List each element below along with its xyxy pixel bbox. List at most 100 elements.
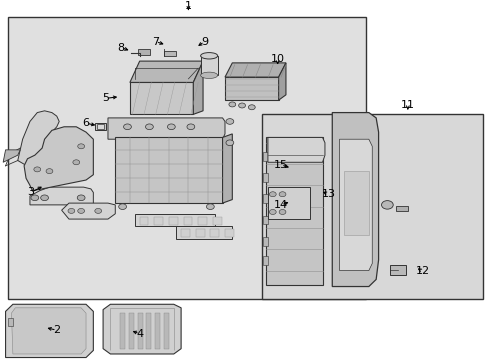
Text: 11: 11: [400, 100, 414, 111]
Polygon shape: [389, 265, 406, 275]
Text: 8: 8: [117, 42, 124, 53]
Polygon shape: [163, 51, 176, 56]
Circle shape: [78, 208, 84, 213]
Circle shape: [279, 210, 285, 215]
Polygon shape: [115, 138, 222, 203]
Bar: [263, 194, 267, 203]
Ellipse shape: [200, 53, 217, 59]
Polygon shape: [5, 304, 93, 357]
Bar: [344, 171, 368, 235]
Bar: [263, 216, 267, 224]
Circle shape: [238, 103, 245, 108]
Text: 12: 12: [415, 266, 428, 276]
Bar: [198, 217, 206, 225]
Text: 15: 15: [273, 160, 287, 170]
Bar: [263, 173, 267, 182]
Text: 7: 7: [152, 37, 159, 46]
Bar: [210, 229, 219, 237]
Polygon shape: [176, 226, 232, 239]
Polygon shape: [61, 203, 115, 219]
Bar: [163, 313, 168, 348]
Circle shape: [186, 124, 194, 130]
Polygon shape: [267, 138, 325, 162]
Bar: [138, 49, 150, 55]
Text: 10: 10: [270, 54, 284, 64]
Text: 5: 5: [102, 93, 109, 103]
Text: 14: 14: [273, 200, 287, 210]
Bar: [261, 114, 483, 299]
Bar: [200, 56, 217, 75]
Bar: [195, 229, 204, 237]
Circle shape: [269, 210, 276, 215]
Bar: [138, 313, 142, 348]
Circle shape: [123, 124, 131, 130]
Polygon shape: [224, 77, 278, 100]
Text: 9: 9: [201, 37, 208, 46]
Text: 1: 1: [184, 1, 191, 11]
Bar: [212, 217, 221, 225]
Text: 4: 4: [136, 329, 143, 339]
Polygon shape: [3, 150, 20, 162]
Bar: [183, 217, 192, 225]
Polygon shape: [130, 82, 193, 114]
Bar: [97, 124, 104, 129]
Circle shape: [41, 195, 48, 201]
Polygon shape: [224, 63, 285, 77]
Circle shape: [34, 167, 41, 172]
Bar: [263, 237, 267, 246]
Text: 3: 3: [27, 188, 34, 197]
Polygon shape: [130, 61, 203, 82]
Polygon shape: [108, 118, 224, 139]
Circle shape: [95, 208, 102, 213]
Bar: [140, 217, 148, 225]
Bar: [168, 217, 177, 225]
Polygon shape: [103, 304, 181, 354]
Bar: [224, 229, 233, 237]
Circle shape: [248, 105, 255, 110]
Text: 2: 2: [53, 325, 60, 335]
Circle shape: [167, 124, 175, 130]
Polygon shape: [266, 138, 322, 285]
Polygon shape: [395, 206, 407, 211]
Bar: [129, 313, 134, 348]
Bar: [263, 256, 267, 265]
Circle shape: [269, 192, 276, 197]
Circle shape: [225, 118, 233, 124]
Circle shape: [381, 201, 392, 209]
Bar: [8, 319, 13, 325]
Polygon shape: [193, 61, 203, 114]
Circle shape: [145, 124, 153, 130]
Text: 6: 6: [82, 118, 89, 128]
Polygon shape: [11, 308, 86, 354]
Circle shape: [77, 195, 85, 201]
Bar: [8, 17, 366, 299]
Ellipse shape: [200, 72, 217, 78]
Polygon shape: [339, 139, 371, 271]
Circle shape: [78, 144, 84, 149]
Bar: [120, 313, 125, 348]
Polygon shape: [278, 63, 285, 100]
Circle shape: [119, 204, 126, 210]
Circle shape: [68, 208, 75, 213]
Circle shape: [31, 195, 39, 201]
Bar: [95, 122, 106, 130]
Circle shape: [206, 204, 214, 210]
Bar: [146, 313, 151, 348]
Bar: [155, 313, 160, 348]
Polygon shape: [30, 187, 93, 205]
Circle shape: [228, 102, 235, 107]
Polygon shape: [135, 214, 215, 226]
Polygon shape: [222, 134, 232, 203]
Bar: [181, 229, 189, 237]
Polygon shape: [331, 113, 378, 287]
Text: 13: 13: [321, 189, 335, 199]
Circle shape: [225, 140, 233, 145]
Polygon shape: [18, 111, 69, 176]
Polygon shape: [267, 187, 310, 219]
Circle shape: [46, 169, 53, 174]
Bar: [154, 217, 163, 225]
Circle shape: [279, 192, 285, 197]
Polygon shape: [24, 127, 93, 191]
Bar: [263, 152, 267, 161]
Circle shape: [73, 160, 80, 165]
